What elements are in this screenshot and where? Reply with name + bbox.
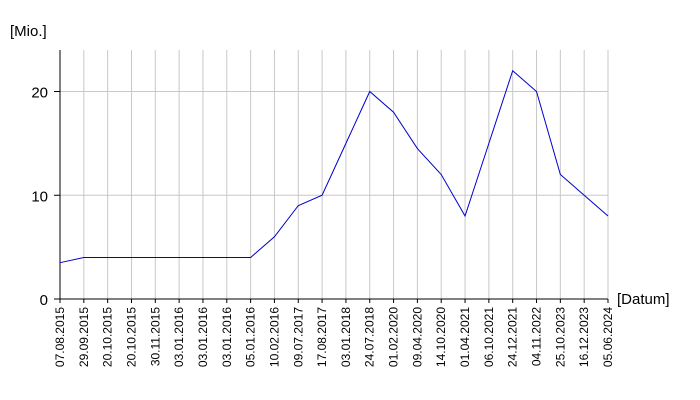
y-tick-label: 20 [31, 85, 48, 102]
y-tick-label: 0 [40, 292, 48, 309]
x-tick-label: 10.02.2016 [267, 307, 281, 367]
x-tick-label: 14.10.2020 [434, 307, 448, 367]
x-tick-label: 09.07.2017 [291, 307, 305, 367]
x-tick-label: 05.06.2024 [601, 307, 615, 367]
x-tick-label: 06.10.2021 [482, 307, 496, 367]
x-tick-label: 03.01.2016 [196, 307, 210, 367]
x-tick-label: 04.11.2022 [530, 307, 544, 366]
y-axis-label: [Mio.] [10, 23, 47, 40]
x-tick-label: 01.02.2020 [387, 307, 401, 367]
y-tick-label: 10 [31, 188, 48, 205]
x-tick-label: 30.11.2015 [148, 307, 162, 366]
x-tick-label: 24.12.2021 [506, 307, 520, 367]
x-tick-label: 03.01.2018 [339, 307, 353, 367]
x-tick-label: 03.01.2016 [172, 307, 186, 367]
x-tick-label: 29.09.2015 [77, 307, 91, 367]
x-tick-label: 09.04.2020 [410, 307, 424, 367]
data-line [59, 69, 609, 264]
x-tick-label: 20.10.2015 [101, 307, 115, 367]
x-tick-label: 07.08.2015 [53, 307, 67, 367]
x-axis-label: [Datum] [617, 291, 670, 308]
x-tick-label: 16.12.2023 [577, 307, 591, 367]
x-tick-label: 17.08.2017 [315, 307, 329, 367]
x-tick-label: 25.10.2023 [553, 307, 567, 367]
x-tick-label: 05.01.2016 [244, 307, 258, 367]
x-tick-label: 24.07.2018 [363, 307, 377, 367]
x-tick-label: 01.04.2021 [458, 307, 472, 367]
x-tick-label: 03.01.2016 [220, 307, 234, 367]
x-tick-label: 20.10.2015 [124, 307, 138, 367]
